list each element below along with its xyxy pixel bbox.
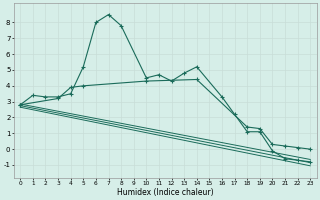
- X-axis label: Humidex (Indice chaleur): Humidex (Indice chaleur): [117, 188, 213, 197]
